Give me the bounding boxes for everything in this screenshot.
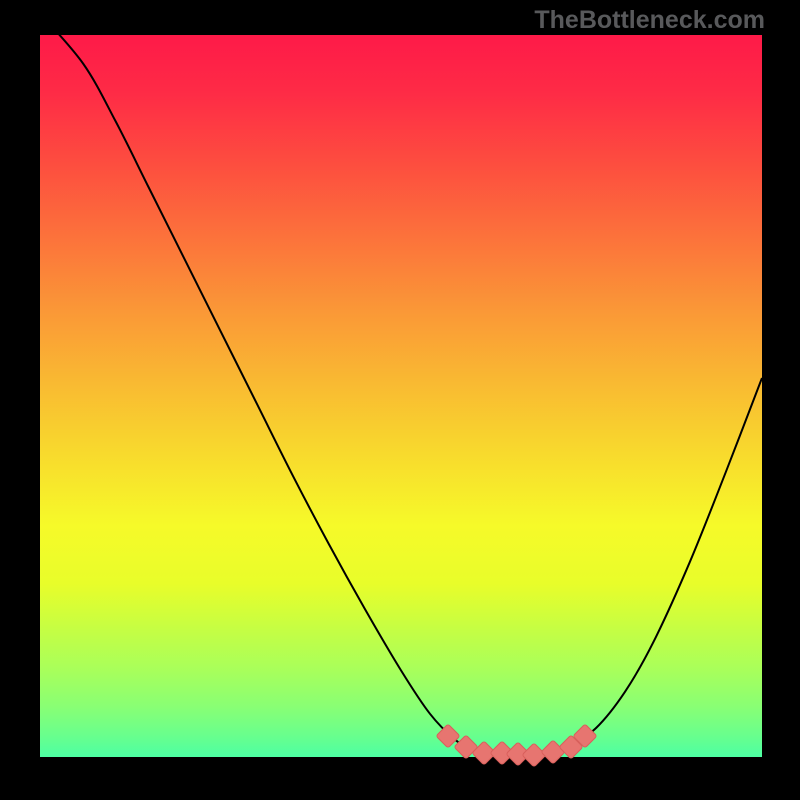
bottleneck-curve: [0, 0, 800, 800]
watermark-text: TheBottleneck.com: [534, 6, 765, 35]
